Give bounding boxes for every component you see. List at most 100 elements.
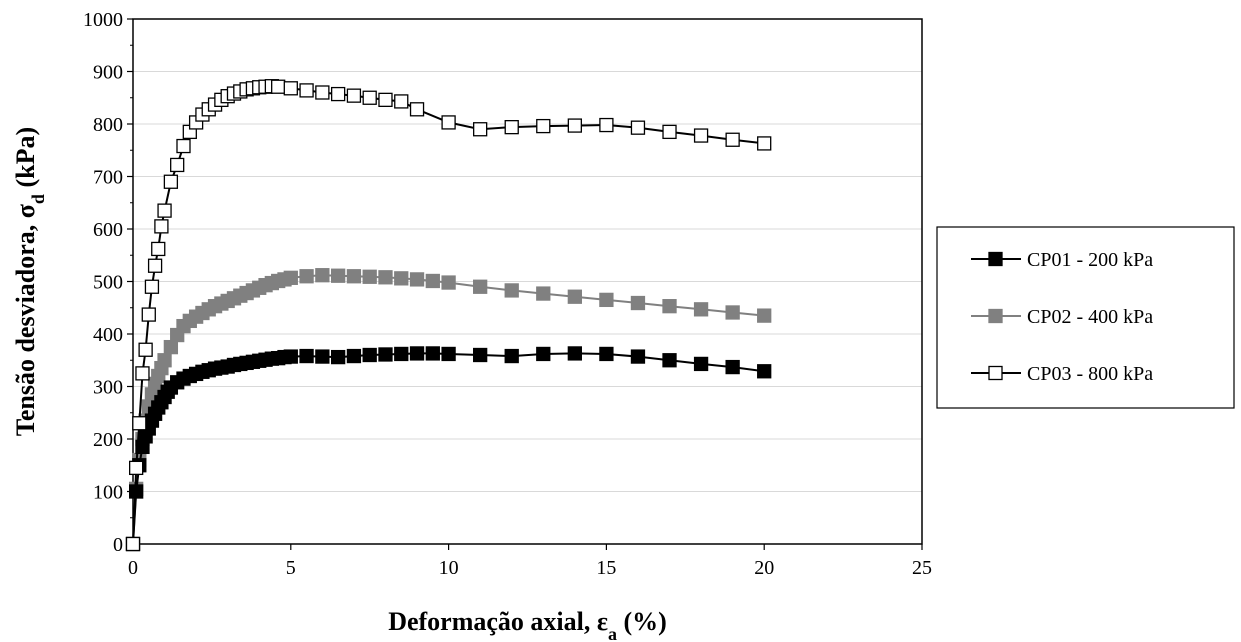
y-axis-title-sub: d	[28, 194, 48, 204]
data-point	[425, 346, 440, 361]
data-point	[362, 347, 377, 363]
data-point	[567, 118, 582, 133]
legend-marker	[988, 251, 1003, 267]
data-point	[441, 346, 456, 362]
data-point	[630, 120, 646, 135]
data-point	[504, 120, 519, 135]
data-point	[567, 289, 582, 304]
x-axis-title-tail: (%)	[617, 607, 667, 636]
legend-label: CP03 - 800 kPa	[1027, 363, 1153, 385]
data-point	[725, 305, 740, 320]
y-tick-label-300: 300	[93, 377, 123, 399]
data-point	[394, 346, 409, 362]
legend: CP01 - 200 kPa CP02 - 400 kPa CP03 - 800 k…	[936, 226, 1235, 409]
data-point	[141, 307, 156, 322]
legend-entry-2: CP02 - 400 kPa	[971, 306, 1153, 328]
data-point	[630, 295, 646, 311]
data-point	[157, 353, 172, 368]
data-point	[425, 273, 440, 289]
data-point	[662, 124, 677, 140]
y-tick-label-600: 600	[93, 219, 123, 241]
data-point	[362, 269, 377, 284]
x-tick-label-0: 0	[128, 557, 138, 579]
legend-marker	[988, 365, 1003, 381]
data-point	[362, 90, 377, 105]
data-point	[144, 279, 160, 294]
data-point	[315, 85, 330, 100]
data-point	[693, 302, 709, 317]
series-2	[125, 268, 772, 552]
data-point	[283, 349, 298, 364]
y-tick-label-0: 0	[113, 534, 123, 556]
data-point	[163, 339, 179, 355]
data-point	[394, 271, 409, 286]
x-axis-title-main: Deformação axial, ε	[388, 607, 608, 636]
series-line-1	[132, 352, 765, 545]
data-point	[299, 83, 314, 98]
y-tick-label-400: 400	[93, 324, 123, 346]
x-tick-label-5: 5	[286, 557, 296, 579]
data-point	[176, 138, 191, 154]
data-point	[138, 342, 153, 357]
data-point	[299, 348, 314, 364]
data-point	[163, 174, 179, 189]
series-line-2	[132, 274, 765, 545]
data-point	[757, 364, 772, 379]
data-point	[330, 268, 346, 283]
data-point	[154, 219, 169, 234]
legend-label: CP02 - 400 kPa	[1027, 306, 1153, 328]
data-point	[693, 128, 709, 143]
data-point	[473, 279, 488, 294]
data-point	[135, 366, 150, 381]
x-tick-label-10: 10	[439, 557, 459, 579]
data-point	[630, 349, 646, 364]
data-point	[473, 347, 488, 363]
data-point	[330, 86, 346, 102]
data-point	[125, 536, 141, 552]
x-tick-label-15: 15	[596, 557, 616, 579]
y-tick-label-900: 900	[93, 62, 123, 84]
data-point	[315, 268, 330, 283]
data-point	[757, 308, 772, 323]
data-point	[299, 269, 314, 284]
data-point	[394, 94, 409, 109]
data-point	[147, 258, 163, 273]
data-point	[378, 270, 393, 285]
x-axis-title-sub: a	[608, 624, 617, 642]
data-point	[283, 270, 298, 285]
data-point	[441, 115, 456, 130]
data-point	[599, 346, 614, 362]
data-point	[378, 92, 393, 107]
data-point	[504, 348, 519, 364]
data-point	[409, 272, 425, 287]
y-axis-title: Tensão desviadora, σd (kPa)	[11, 127, 48, 436]
data-point	[599, 292, 614, 308]
data-point	[757, 136, 772, 151]
data-point	[132, 416, 147, 431]
data-point	[504, 283, 519, 298]
grid	[133, 71, 922, 492]
data-point	[473, 122, 488, 137]
data-point	[662, 299, 677, 314]
data-point	[129, 460, 144, 476]
data-point	[693, 356, 709, 372]
data-point	[330, 349, 346, 365]
data-point	[378, 347, 393, 362]
y-axis-title-tail: (kPa)	[11, 127, 40, 194]
y-tick-label-700: 700	[93, 167, 123, 189]
data-point	[441, 275, 456, 290]
data-point	[346, 348, 362, 364]
y-tick-label-200: 200	[93, 429, 123, 451]
legend-label: CP01 - 200 kPa	[1027, 249, 1153, 271]
series-3	[125, 79, 772, 552]
legend-entry-3: CP03 - 800 kPa	[971, 363, 1153, 385]
legend-box	[936, 226, 1235, 409]
legend-marker	[988, 308, 1003, 324]
data-point	[536, 346, 551, 362]
axis-ticks: 0 100 200 300 400 500 600 700 800 900 1000 0 5 10 15 20…	[83, 9, 932, 579]
y-tick-label-1000: 1000	[83, 9, 123, 31]
data-point	[346, 269, 362, 284]
data-point	[315, 349, 330, 364]
x-axis-title: Deformação axial, εa (%)	[388, 607, 667, 642]
